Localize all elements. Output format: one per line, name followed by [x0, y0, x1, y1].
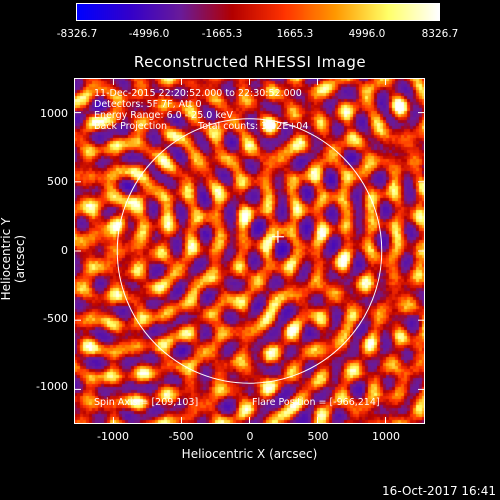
plot-overlay [74, 78, 425, 424]
y-tick-label: 1000 [40, 107, 68, 120]
y-tick-label: 0 [61, 244, 68, 257]
image-title: Reconstructed RHESSI Image [133, 53, 367, 71]
info-method: Back Projection [94, 121, 168, 132]
x-tick-label: 0 [246, 430, 254, 443]
axis-tick-marks [74, 78, 425, 424]
colorbar [76, 3, 440, 21]
x-tick-label: 1000 [372, 430, 400, 443]
y-tick-label: -1000 [36, 380, 68, 393]
info-spin-axis: Spin Axis = [209,103] [94, 397, 199, 408]
x-axis-label: Heliocentric X (arcsec) [181, 447, 318, 461]
colorbar-tick: 1665.3 [276, 28, 314, 40]
y-tick-label: 500 [47, 175, 68, 188]
solar-limb-circle [116, 118, 383, 384]
colorbar-tick: -1665.3 [201, 28, 243, 40]
spin-axis-marker [271, 230, 284, 243]
info-total-counts: Total counts: 3.02E+04 [198, 121, 309, 132]
image-plot: 11-Dec-2015 22:20:52.000 to 22:30:52.000… [74, 78, 425, 424]
x-tick-label: -500 [168, 430, 194, 443]
colorbar-tick: 8326.7 [421, 28, 459, 40]
colorbar-tick: 4996.0 [348, 28, 386, 40]
info-energy-range: Energy Range: 6.0 - 25.0 keV [94, 110, 233, 121]
info-time-range: 11-Dec-2015 22:20:52.000 to 22:30:52.000 [94, 88, 302, 99]
info-flare-position: Flare Position = [-966,214] [252, 397, 380, 408]
reconstructed-image [74, 78, 425, 424]
x-tick-label: 500 [307, 430, 329, 443]
x-tick-label: -1000 [97, 430, 129, 443]
info-detectors: Detectors: 5F 7F, Att 0 [94, 99, 202, 110]
plot-datestamp: 16-Oct-2017 16:41 [382, 484, 496, 498]
colorbar-tick: -4996.0 [128, 28, 170, 40]
y-axis-label: Heliocentric Y (arcsec) [0, 217, 27, 301]
y-tick-label: -500 [43, 312, 68, 325]
colorbar-tick: -8326.7 [56, 28, 98, 40]
